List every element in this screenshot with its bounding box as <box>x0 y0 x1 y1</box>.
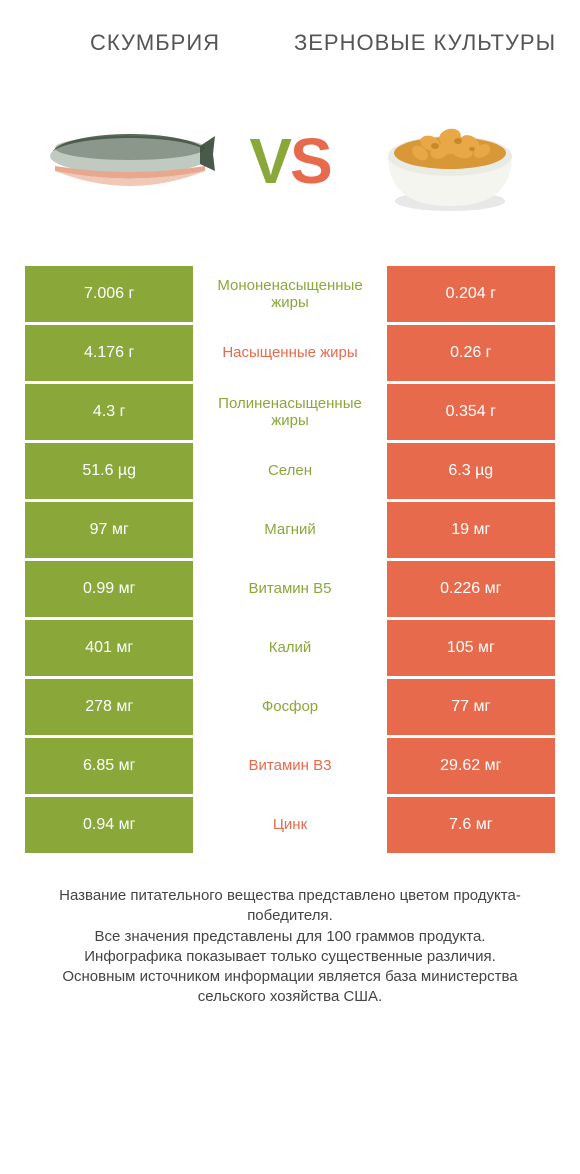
nutrient-label: Витамин B3 <box>193 738 386 794</box>
right-value: 0.226 мг <box>387 561 555 617</box>
comparison-table: 7.006 гМононенасыщенные жиры0.204 г4.176… <box>0 266 580 853</box>
table-row: 401 мгКалий105 мг <box>25 620 555 676</box>
nutrient-label: Полиненасыщенные жиры <box>193 384 386 440</box>
images-row: VS <box>0 66 580 266</box>
right-value: 105 мг <box>387 620 555 676</box>
left-value: 278 мг <box>25 679 193 735</box>
nutrient-label: Селен <box>193 443 386 499</box>
table-row: 0.99 мгВитамин B50.226 мг <box>25 561 555 617</box>
header-row: Скумбрия Зерновые культуры <box>0 0 580 66</box>
table-row: 4.176 гНасыщенные жиры0.26 г <box>25 325 555 381</box>
left-value: 401 мг <box>25 620 193 676</box>
nutrient-label: Витамин B5 <box>193 561 386 617</box>
left-value: 0.99 мг <box>25 561 193 617</box>
footer-line: Инфографика показывает только существенн… <box>30 947 550 967</box>
table-row: 4.3 гПолиненасыщенные жиры0.354 г <box>25 384 555 440</box>
right-value: 7.6 мг <box>387 797 555 853</box>
nutrient-label: Калий <box>193 620 386 676</box>
table-row: 7.006 гМононенасыщенные жиры0.204 г <box>25 266 555 322</box>
right-value: 19 мг <box>387 502 555 558</box>
left-value: 4.3 г <box>25 384 193 440</box>
cereal-bowl-icon <box>370 101 530 221</box>
nutrient-label: Цинк <box>193 797 386 853</box>
header-left: Скумбрия <box>20 30 290 56</box>
table-row: 278 мгФосфор77 мг <box>25 679 555 735</box>
left-image <box>20 86 239 236</box>
nutrient-label: Магний <box>193 502 386 558</box>
table-row: 51.6 µgСелен6.3 µg <box>25 443 555 499</box>
left-value: 6.85 мг <box>25 738 193 794</box>
right-value: 0.204 г <box>387 266 555 322</box>
right-value: 29.62 мг <box>387 738 555 794</box>
footer-line: Название питательного вещества представл… <box>30 886 550 927</box>
table-row: 6.85 мгВитамин B329.62 мг <box>25 738 555 794</box>
vs-v: V <box>249 125 290 197</box>
table-row: 0.94 мгЦинк7.6 мг <box>25 797 555 853</box>
right-image <box>341 86 560 236</box>
nutrient-label: Фосфор <box>193 679 386 735</box>
right-value: 77 мг <box>387 679 555 735</box>
left-value: 7.006 г <box>25 266 193 322</box>
right-value: 0.354 г <box>387 384 555 440</box>
left-value: 51.6 µg <box>25 443 193 499</box>
left-value: 0.94 мг <box>25 797 193 853</box>
left-value: 4.176 г <box>25 325 193 381</box>
nutrient-label: Насыщенные жиры <box>193 325 386 381</box>
fish-icon <box>45 116 215 206</box>
footer-note: Название питательного вещества представл… <box>0 856 580 1008</box>
vs-s: S <box>290 125 331 197</box>
vs-label: VS <box>239 124 340 198</box>
footer-line: Основным источником информации является … <box>30 967 550 1008</box>
table-row: 97 мгМагний19 мг <box>25 502 555 558</box>
right-value: 0.26 г <box>387 325 555 381</box>
header-right: Зерновые культуры <box>290 30 560 56</box>
left-value: 97 мг <box>25 502 193 558</box>
right-value: 6.3 µg <box>387 443 555 499</box>
nutrient-label: Мононенасыщенные жиры <box>193 266 386 322</box>
footer-line: Все значения представлены для 100 граммо… <box>30 927 550 947</box>
